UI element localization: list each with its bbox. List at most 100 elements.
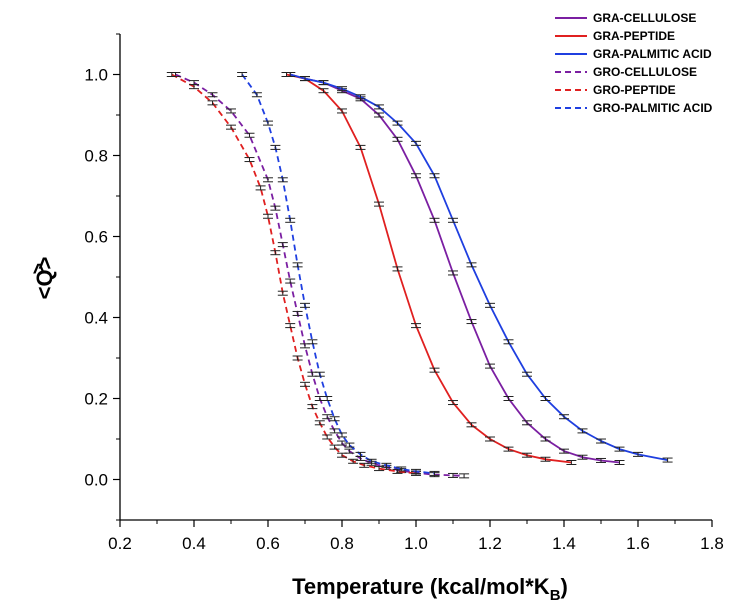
data-point-errorbar xyxy=(396,466,407,472)
legend-label: GRA-PALMITIC ACID xyxy=(593,47,712,61)
data-point-errorbar xyxy=(448,472,458,478)
data-point-errorbar xyxy=(355,451,366,457)
x-tick-label: 0.2 xyxy=(108,534,132,553)
y-tick-label: 0.2 xyxy=(84,390,108,409)
series-line xyxy=(171,73,417,475)
data-point-errorbar xyxy=(466,422,477,428)
data-point-errorbar xyxy=(318,80,329,86)
data-point-errorbar xyxy=(503,339,514,345)
data-point-errorbar xyxy=(392,120,403,126)
data-point-errorbar xyxy=(411,468,421,474)
data-point-errorbar xyxy=(300,76,310,82)
data-point-errorbar xyxy=(285,217,296,223)
x-axis-title: Temperature (kcal/mol*KB) xyxy=(292,574,568,602)
data-point-errorbar xyxy=(596,457,606,463)
y-axis-title: <Q> ^ xyxy=(32,257,57,300)
legend-entry: GRO-PEPTIDE xyxy=(555,83,676,97)
data-point-errorbar xyxy=(237,72,248,77)
data-point-errorbar xyxy=(270,144,281,150)
data-point-errorbar xyxy=(292,310,303,316)
data-point-errorbar xyxy=(344,442,355,448)
legend-entry: GRO-PALMITIC ACID xyxy=(555,101,713,115)
data-point-errorbar xyxy=(355,94,366,100)
data-point-errorbar xyxy=(300,343,310,349)
data-point-errorbar xyxy=(392,266,403,272)
data-point-errorbar xyxy=(207,100,218,106)
data-point-errorbar xyxy=(314,396,325,401)
data-point-errorbar xyxy=(355,144,366,150)
series-line xyxy=(241,73,435,475)
y-tick-label: 0.4 xyxy=(84,309,108,328)
y-axis-title-hat: ^ xyxy=(33,259,46,284)
series-layer xyxy=(166,72,673,479)
data-point-errorbar xyxy=(633,451,643,457)
data-point-errorbar xyxy=(559,414,569,420)
legend-label: GRO-PALMITIC ACID xyxy=(593,101,713,115)
data-point-errorbar xyxy=(374,201,384,207)
legend-label: GRO-PEPTIDE xyxy=(593,83,676,97)
data-point-errorbar xyxy=(292,262,303,268)
data-point-errorbar xyxy=(614,446,625,452)
series-gro-cellulose xyxy=(170,72,470,479)
data-point-errorbar xyxy=(614,459,625,465)
data-point-errorbar xyxy=(392,136,403,142)
data-point-errorbar xyxy=(300,302,310,308)
data-point-errorbar xyxy=(270,205,281,211)
data-point-errorbar xyxy=(429,470,440,476)
data-point-errorbar xyxy=(263,177,273,183)
data-point-errorbar xyxy=(285,323,296,329)
legend-entry: GRO-CELLULOSE xyxy=(555,65,697,79)
data-point-errorbar xyxy=(503,446,514,452)
data-point-errorbar xyxy=(411,323,421,329)
data-point-errorbar xyxy=(429,367,440,373)
data-point-errorbar xyxy=(566,459,577,465)
legend-label: GRO-CELLULOSE xyxy=(593,65,697,79)
data-point-errorbar xyxy=(337,452,347,458)
x-tick-label: 1.8 xyxy=(700,534,724,553)
data-point-errorbar xyxy=(251,92,262,98)
data-point-errorbar xyxy=(662,457,673,463)
data-point-errorbar xyxy=(337,432,347,438)
legend-entry: GRA-CELLULOSE xyxy=(555,11,696,25)
data-point-errorbar xyxy=(411,140,421,146)
data-point-errorbar xyxy=(374,112,384,118)
data-point-errorbar xyxy=(277,242,288,248)
axes: 0.2 0.4 0.6 0.8 1.0 1.2 1.4 1.6 1.8 0.0 0.2 0.4 0.6 0… xyxy=(84,33,724,553)
series-line xyxy=(286,73,572,464)
y-axis-title-text: <Q> xyxy=(32,257,57,300)
y-tick-label: 1.0 xyxy=(84,66,108,85)
series-gra-palmitic-acid xyxy=(285,72,673,463)
data-point-errorbar xyxy=(292,355,303,361)
data-point-errorbar xyxy=(300,381,310,387)
series-gra-peptide xyxy=(281,72,577,465)
data-point-errorbar xyxy=(596,438,606,444)
data-point-errorbar xyxy=(337,86,347,92)
x-tick-label: 1.4 xyxy=(552,534,576,553)
x-tick-label: 0.6 xyxy=(256,534,280,553)
data-point-errorbar xyxy=(485,436,495,442)
series-gro-palmitic-acid xyxy=(237,72,440,476)
data-point-errorbar xyxy=(226,124,236,130)
data-point-errorbar xyxy=(166,72,177,77)
data-point-errorbar xyxy=(503,396,514,401)
x-tick-label: 0.4 xyxy=(182,534,206,553)
data-point-errorbar xyxy=(522,420,532,426)
y-tick-label: 0.8 xyxy=(84,147,108,166)
series-gro-peptide xyxy=(166,72,421,476)
data-point-errorbar xyxy=(277,177,288,183)
data-point-errorbar xyxy=(307,339,318,345)
x-tick-label: 1.6 xyxy=(626,534,650,553)
data-point-errorbar xyxy=(207,92,218,98)
data-point-errorbar xyxy=(485,302,495,308)
data-point-errorbar xyxy=(285,72,296,77)
data-point-errorbar xyxy=(540,436,551,442)
data-point-errorbar xyxy=(322,414,333,420)
data-point-errorbar xyxy=(366,458,377,464)
data-point-errorbar xyxy=(270,250,281,256)
data-point-errorbar xyxy=(255,185,266,191)
data-point-errorbar xyxy=(448,217,458,223)
data-point-errorbar xyxy=(318,88,329,94)
data-point-errorbar xyxy=(429,173,440,179)
data-point-errorbar xyxy=(522,371,532,377)
